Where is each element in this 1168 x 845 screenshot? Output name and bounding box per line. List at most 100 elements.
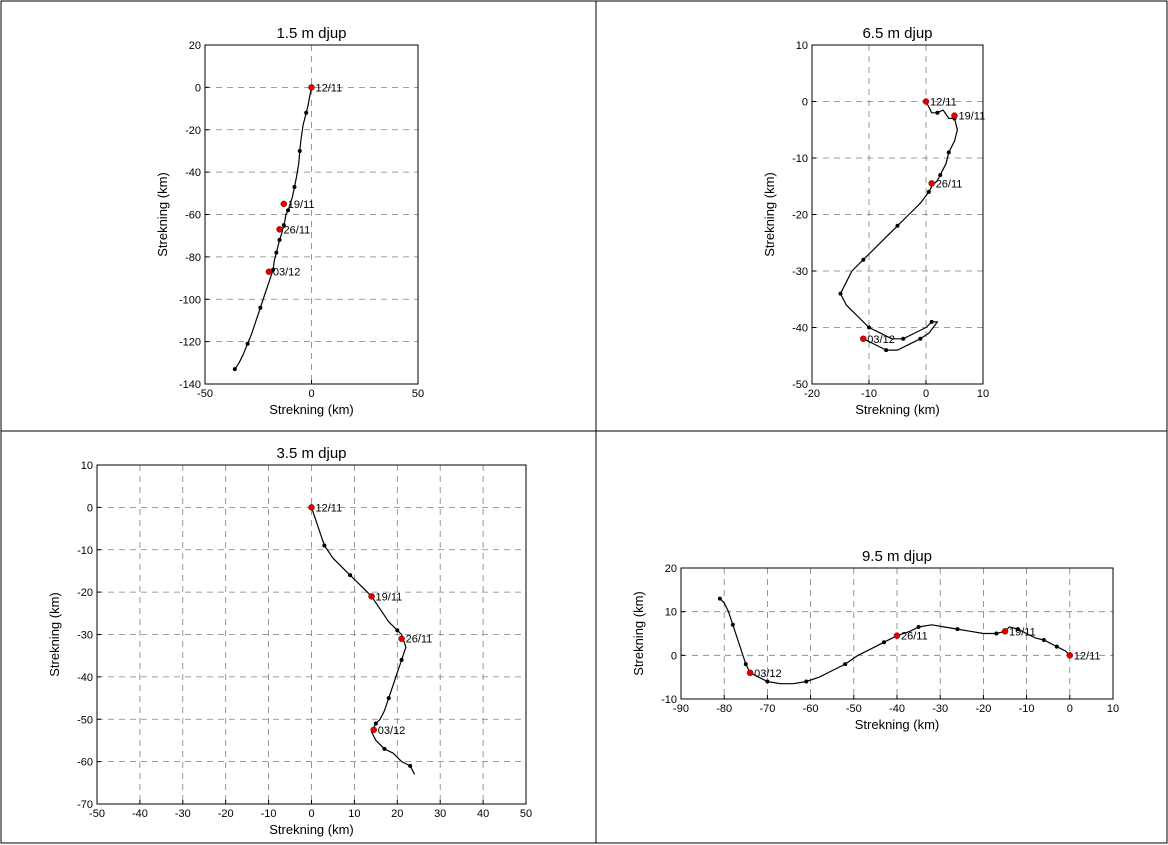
y-tick-label: -20 [77,587,93,599]
trajectory-point [348,573,353,578]
date-marker [893,632,901,639]
x-tick-label: -40 [889,703,905,715]
x-tick-label: -20 [975,703,991,715]
y-tick-label: 20 [665,563,677,575]
date-label: 03/12 [867,334,895,346]
y-tick-label: 0 [671,650,677,662]
y-tick-label: -70 [77,799,93,811]
y-tick-label: -10 [77,545,93,557]
chart-1: 6.5 m djup -20 -10 0 10 -50 -40 -30 -20 -10 0 10 Str… [762,25,989,417]
y-tick-label: -40 [185,167,201,179]
trajectory-point [867,325,871,330]
x-tick-label: -20 [218,808,234,820]
trajectory-point [743,662,748,667]
date-label: 03/12 [273,267,301,279]
y-tick-label: -20 [185,125,201,137]
x-tick-label: -50 [846,703,862,715]
trajectory-point [277,237,282,242]
y-tick-label: -60 [77,757,93,769]
date-label: 19/11 [1009,626,1036,638]
y-axis-label: Strekning (km) [47,592,62,677]
trajectory-point [373,721,378,726]
chart-title: 3.5 m djup [276,445,346,462]
x-tick-label: -10 [261,808,277,820]
chart-title: 6.5 m djup [862,25,932,42]
trajectory-point [882,640,887,645]
trajectory-point [304,110,309,115]
trajectory-point [281,223,286,228]
x-tick-label: 0 [308,808,314,820]
date-marker [265,268,273,275]
plot-area [812,45,983,384]
date-marker [951,112,958,119]
y-tick-label: 10 [796,40,808,52]
y-tick-label: -10 [661,694,677,706]
x-tick-label: 10 [977,388,989,400]
x-tick-label: -50 [197,388,213,400]
trajectory-point [946,150,951,155]
date-marker [370,726,377,734]
date-marker [398,635,405,642]
date-label: 19/11 [288,199,315,211]
x-tick-label: 10 [348,808,360,820]
trajectory-point [926,189,931,194]
chart-2: 3.5 m djup-50 -40 -30 -20 -10 0 10 20 30 40 50-70-… [47,445,532,837]
y-tick-label: -60 [185,210,201,222]
date-marker [276,226,283,233]
date-label: 26/11 [901,631,928,643]
y-tick-label: 0 [87,502,93,514]
trajectory-point [861,257,866,262]
date-marker [1066,652,1074,659]
date-marker [308,504,315,511]
trajectory-point [395,628,400,633]
x-tick-label: 20 [391,808,403,820]
trajectory-point [765,679,770,684]
x-tick-label: -70 [759,703,775,715]
charts: 1.5 m djup-50 0 50-140-120-100-80-60-40-20… [47,25,1119,837]
date-marker [368,593,375,600]
trajectory-point [895,223,900,228]
y-tick-label: 10 [665,607,677,619]
trajectory-point [1054,644,1059,649]
date-label: 12/11 [930,97,957,109]
trajectory-line [839,101,959,351]
trajectory-line [234,87,313,370]
x-axis-label: Strekning (km) [855,402,940,417]
date-label: 03/12 [754,668,782,680]
x-tick-label: -50 [89,808,105,820]
y-tick-label: -10 [792,153,808,165]
x-axis-label: Strekning (km) [269,402,354,417]
y-tick-label: -140 [179,379,201,391]
trajectory-point [901,336,906,341]
trajectory-point [994,631,999,636]
date-label: 19/11 [376,591,403,603]
date-marker [746,669,754,677]
trajectory-point [929,319,934,324]
y-tick-label: -80 [185,252,201,264]
date-label: 26/11 [406,634,433,646]
trajectory-point [916,624,921,629]
x-tick-label: 0 [923,388,929,400]
trajectory-point [884,348,889,353]
trajectory-point [322,543,327,548]
y-tick-label: -40 [792,323,808,335]
trajectory-point [938,172,943,177]
x-tick-label: -20 [804,388,820,400]
y-axis-label: Strekning (km) [762,172,777,257]
chart-3: 9.5 m djup -90 -80 -70 -60 -50 -40 -30 -20 -10 0 10… [631,548,1119,732]
x-tick-label: 0 [1067,703,1073,715]
date-marker [922,98,930,105]
x-tick-label: 40 [477,808,489,820]
trajectory-point [1041,638,1046,643]
y-tick-label: 20 [189,40,201,52]
y-tick-label: -30 [792,266,808,278]
x-tick-label: 0 [308,388,314,400]
x-tick-label: 50 [520,808,532,820]
trajectory-point [382,746,387,751]
trajectory-point [386,696,391,701]
trajectory-line [310,507,416,775]
x-axis-label: Strekning (km) [855,717,940,732]
date-label: 26/11 [284,224,311,236]
y-tick-label: -40 [77,672,93,684]
